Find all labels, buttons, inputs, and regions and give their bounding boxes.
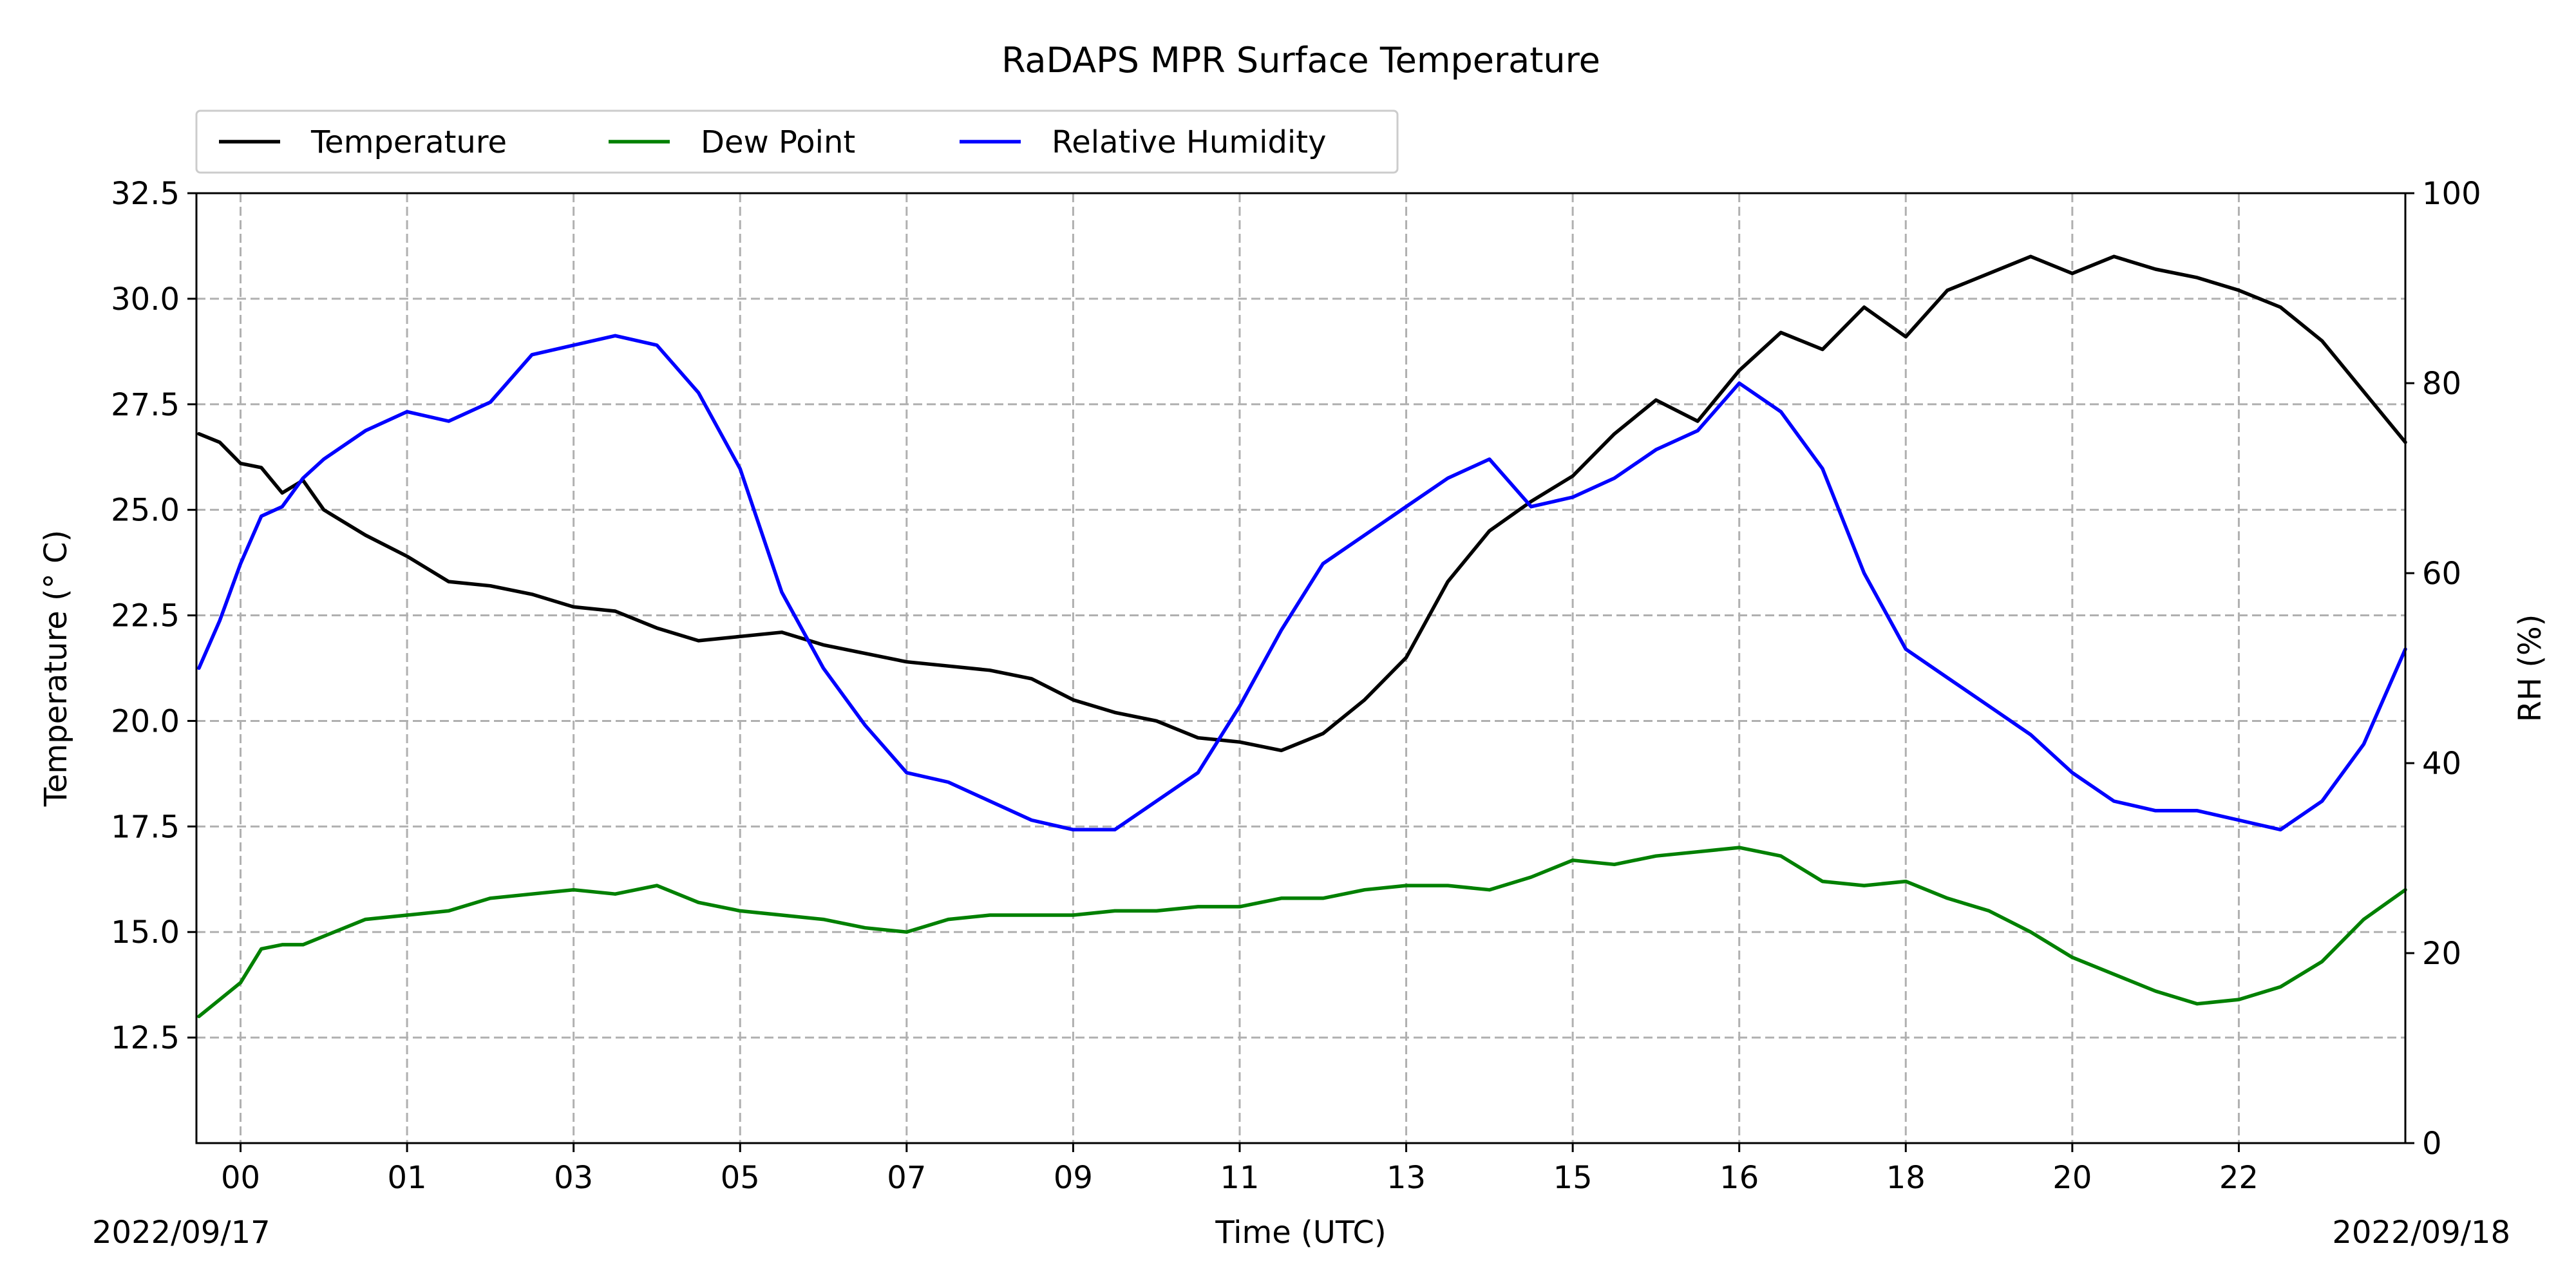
plot-frame [195, 192, 2407, 1144]
x-tick-label: 18 [1886, 1160, 1926, 1196]
y-left-tick-label: 12.5 [111, 1020, 180, 1056]
y-left-tick-label: 15.0 [111, 914, 180, 951]
x-axis-label: Time (UTC) [1215, 1215, 1386, 1251]
y-left-tick-label: 30.0 [111, 281, 180, 317]
y-left-tick-label: 22.5 [111, 598, 180, 634]
x-tick-label: 16 [1719, 1160, 1759, 1196]
y-right-tick-label: 0 [2422, 1126, 2442, 1162]
legend-label-dew-point: Dew Point [701, 124, 855, 160]
y-left-tick-label: 27.5 [111, 387, 180, 423]
x-tick-label: 15 [1553, 1160, 1593, 1196]
y-axis-left: 12.5 15.0 17.5 20.0 22.5 25.0 27.5 30.0 32.5 [111, 176, 196, 1056]
y-right-tick-label: 20 [2422, 936, 2461, 972]
y-axis-left-label: Temperature (° C) [38, 530, 74, 808]
y-right-tick-label: 60 [2422, 556, 2461, 592]
y-left-tick-label: 25.0 [111, 493, 180, 529]
y-right-tick-label: 80 [2422, 366, 2461, 402]
y-axis-right: 0 20 40 60 80 100 [2405, 176, 2481, 1162]
x-tick-label: 13 [1387, 1160, 1426, 1196]
legend-label-relative-humidity: Relative Humidity [1052, 124, 1326, 160]
x-tick-label: 03 [554, 1160, 593, 1196]
legend-label-temperature: Temperature [310, 124, 507, 160]
y-right-tick-label: 100 [2422, 176, 2481, 212]
series-line-relative-humidity [197, 334, 2407, 832]
x-tick-label: 09 [1054, 1160, 1093, 1196]
chart-legend: Temperature Dew Point Relative Humidity [195, 109, 1399, 174]
x-tick-label: 07 [887, 1160, 926, 1196]
x-tick-label: 20 [2052, 1160, 2092, 1196]
y-left-tick-label: 32.5 [111, 176, 180, 212]
series-line-dew-point [197, 846, 2407, 1019]
start-date-label: 2022/09/17 [92, 1215, 270, 1251]
x-tick-label: 22 [2219, 1160, 2259, 1196]
y-left-tick-label: 20.0 [111, 703, 180, 739]
x-tick-label: 00 [221, 1160, 260, 1196]
chart-title: RaDAPS MPR Surface Temperature [1001, 40, 1600, 80]
x-tick-label: 11 [1220, 1160, 1259, 1196]
y-left-tick-label: 17.5 [111, 809, 180, 845]
legend-frame [195, 109, 1399, 174]
grid-lines [196, 193, 2405, 1143]
x-tick-label: 05 [721, 1160, 760, 1196]
series-layer [197, 254, 2407, 1019]
end-date-label: 2022/09/18 [2332, 1215, 2510, 1251]
y-right-tick-label: 40 [2422, 746, 2461, 782]
x-axis: 00 01 03 05 07 09 11 13 15 16 18 20 22 [221, 1143, 2259, 1196]
y-axis-right-label: RH (%) [2512, 614, 2548, 723]
x-tick-label: 01 [388, 1160, 427, 1196]
series-line-temperature [197, 254, 2407, 753]
